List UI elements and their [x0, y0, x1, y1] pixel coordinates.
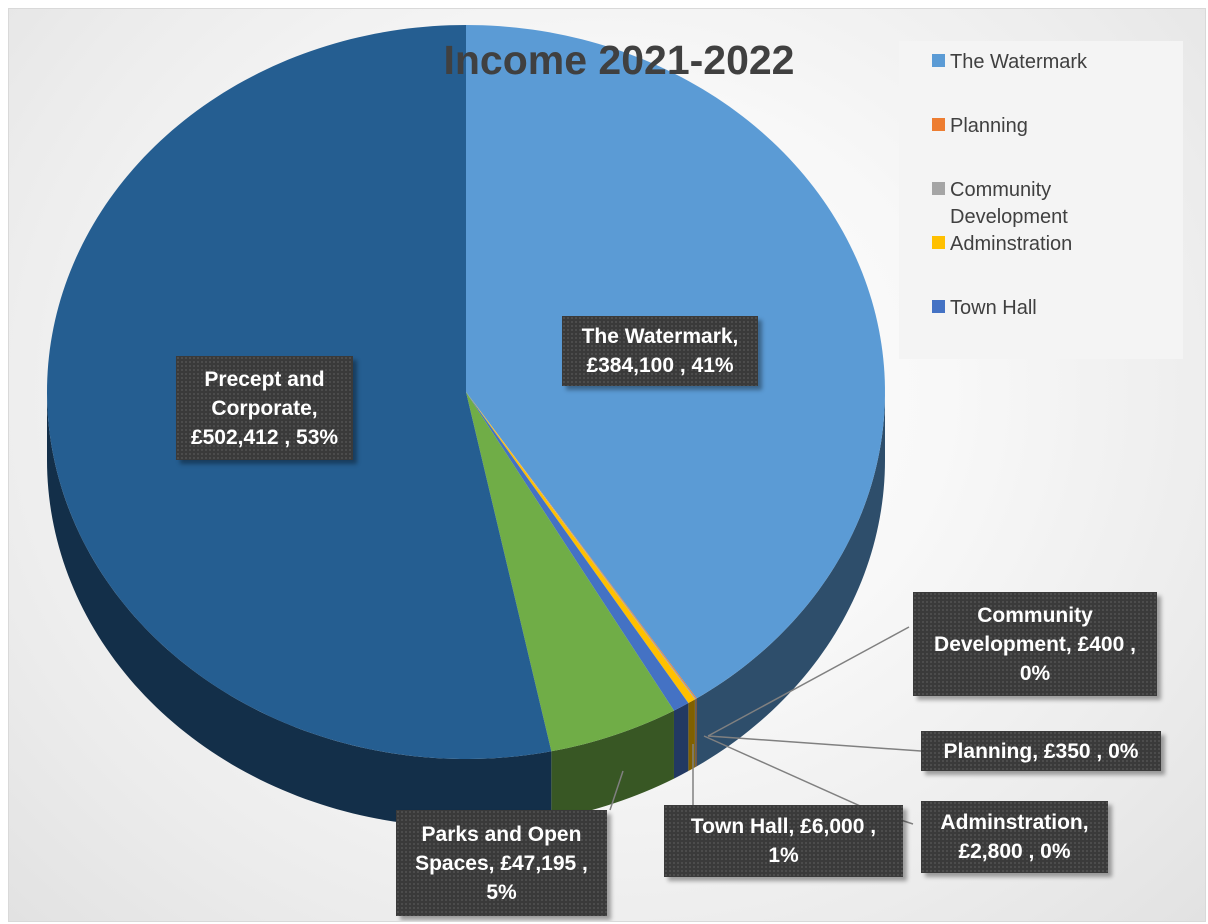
legend-swatch	[932, 182, 945, 195]
pie-side-community-development	[694, 698, 696, 768]
chart-title: Income 2021-2022	[443, 37, 795, 83]
legend-item-adminstration: Adminstration	[932, 231, 1183, 295]
legend-item-town-hall: Town Hall	[932, 295, 1183, 359]
pie-side-town-hall	[673, 703, 689, 779]
data-label-parks-and-open-spaces: Parks and Open Spaces, £47,195 , 5%	[396, 810, 607, 916]
pie-chart	[47, 25, 922, 827]
pie-slice-planning	[466, 392, 697, 699]
pie-side-precept-and-corporate	[47, 392, 552, 827]
pie-side-adminstration	[688, 699, 695, 772]
legend-label: Community Development	[950, 179, 1068, 228]
data-label-town-hall: Town Hall, £6,000 , 1%	[664, 805, 903, 877]
pie-slice-community-development	[466, 392, 696, 700]
legend-swatch	[932, 300, 945, 313]
legend-label: Adminstration	[950, 233, 1073, 255]
legend-item-the-watermark: The Watermark	[932, 49, 1183, 113]
leader-line-parks-and-open-spaces	[609, 770, 624, 811]
legend-swatch	[932, 118, 945, 131]
legend-label: Planning	[950, 115, 1028, 137]
legend: The Watermark Planning Community Develop…	[899, 41, 1183, 359]
data-label-community-development: Community Development, £400 , 0%	[913, 592, 1157, 696]
data-label-adminstration: Adminstration, £2,800 , 0%	[921, 801, 1108, 873]
data-label-planning: Planning, £350 , 0%	[921, 731, 1161, 771]
leader-line-community-development	[707, 626, 910, 737]
pie-slice-parks-and-open-spaces	[466, 392, 674, 752]
legend-label: The Watermark	[950, 51, 1088, 73]
legend-swatch	[932, 54, 945, 67]
pie-side-planning	[695, 698, 697, 767]
chart-frame: Income 2021-2022 The Watermark Planning …	[8, 8, 1206, 922]
legend-swatch	[932, 236, 945, 249]
leader-line-planning	[707, 735, 922, 752]
legend-item-planning: Planning	[932, 113, 1183, 177]
data-label-precept-and-corporate: Precept and Corporate, £502,412 , 53%	[176, 356, 353, 460]
pie-side-parks-and-open-spaces	[551, 710, 674, 820]
pie-side-the-watermark	[696, 392, 885, 767]
legend-label: Town Hall	[950, 297, 1037, 319]
legend-item-community-development: Community Development	[932, 177, 1183, 231]
pie-slice-adminstration	[466, 392, 695, 704]
data-label-the-watermark: The Watermark, £384,100 , 41%	[562, 316, 758, 386]
pie-slice-town-hall	[466, 392, 689, 711]
